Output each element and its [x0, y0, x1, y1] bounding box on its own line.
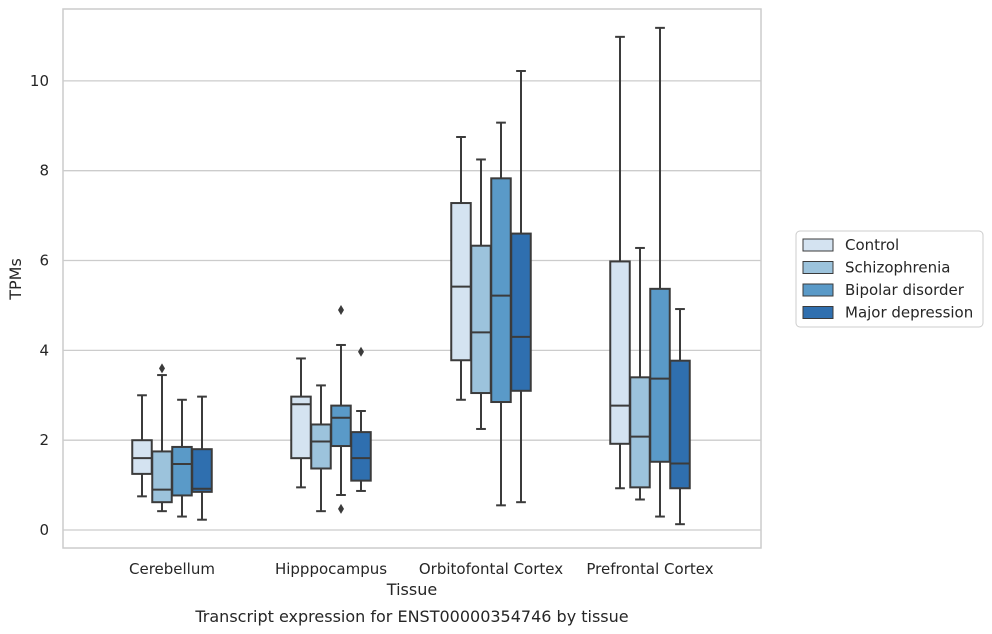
outlier-point [159, 363, 165, 374]
box-control [609, 35, 631, 490]
box-major-depression [510, 69, 532, 504]
chart-caption: Transcript expression for ENST0000035474… [194, 607, 628, 626]
x-tick-label: Orbitofontal Cortex [419, 560, 563, 578]
box-iqr [330, 404, 352, 448]
x-tick-labels: Cerebellum Hipppocampus Orbitofontal Corte… [129, 560, 714, 578]
outlier-point [338, 503, 344, 514]
box-iqr [151, 450, 173, 504]
legend-swatch [802, 306, 834, 319]
box-iqr [510, 232, 532, 392]
box-iqr [450, 202, 472, 362]
x-tick-label: Prefrontal Cortex [586, 560, 713, 578]
y-tick-label: 0 [39, 521, 49, 539]
box-iqr [131, 439, 153, 475]
box-major-depression [191, 395, 213, 521]
box-groups [131, 26, 691, 526]
legend-item: Schizophrenia [802, 259, 950, 277]
box-schizophrenia [151, 363, 173, 513]
legend-item: Control [802, 236, 899, 254]
x-tick-label: Hipppocampus [275, 560, 387, 578]
legend-label: Schizophrenia [845, 259, 950, 277]
box-iqr [310, 423, 332, 470]
box-control [131, 394, 153, 498]
y-tick-label: 6 [39, 252, 49, 270]
legend-swatch [802, 283, 834, 297]
legend: Control Schizophrenia Bipolar disorder Majo… [795, 230, 984, 328]
box-major-depression [669, 308, 691, 526]
y-tick-labels: 0 2 4 6 8 10 [30, 72, 49, 539]
box-iqr [629, 376, 651, 489]
box-major-depression [350, 346, 372, 492]
outlier-point [358, 346, 364, 357]
y-tick-label: 4 [39, 341, 49, 359]
box-iqr [191, 448, 213, 493]
box-iqr [171, 445, 193, 497]
box-iqr [290, 395, 312, 460]
box-iqr [470, 244, 492, 395]
y-tick-label: 10 [30, 72, 49, 90]
outlier-point [338, 304, 344, 315]
x-tick-label: Cerebellum [129, 560, 215, 578]
legend-item: Major depression [802, 304, 973, 322]
legend-label: Major depression [845, 304, 973, 322]
box-iqr [490, 177, 512, 404]
legend-frame [795, 230, 984, 328]
box-iqr [669, 359, 691, 490]
legend-label: Control [845, 236, 899, 254]
y-axis-label: TPMs [6, 258, 25, 301]
legend-item: Bipolar disorder [802, 281, 965, 299]
box-iqr [609, 260, 631, 445]
legend-swatch [802, 261, 834, 274]
box-iqr [350, 431, 372, 482]
plot-frame [62, 8, 762, 549]
box-schizophrenia [629, 246, 651, 501]
legend-label: Bipolar disorder [845, 281, 965, 299]
x-axis-label: Tissue [386, 580, 437, 599]
legend-swatch [802, 238, 834, 252]
y-tick-label: 2 [39, 431, 49, 449]
box-iqr [649, 287, 671, 463]
box-bipolar-disorder [649, 26, 671, 518]
box-bipolar-disorder [330, 304, 352, 514]
y-tick-label: 8 [39, 162, 49, 180]
y-gridlines [63, 80, 761, 531]
